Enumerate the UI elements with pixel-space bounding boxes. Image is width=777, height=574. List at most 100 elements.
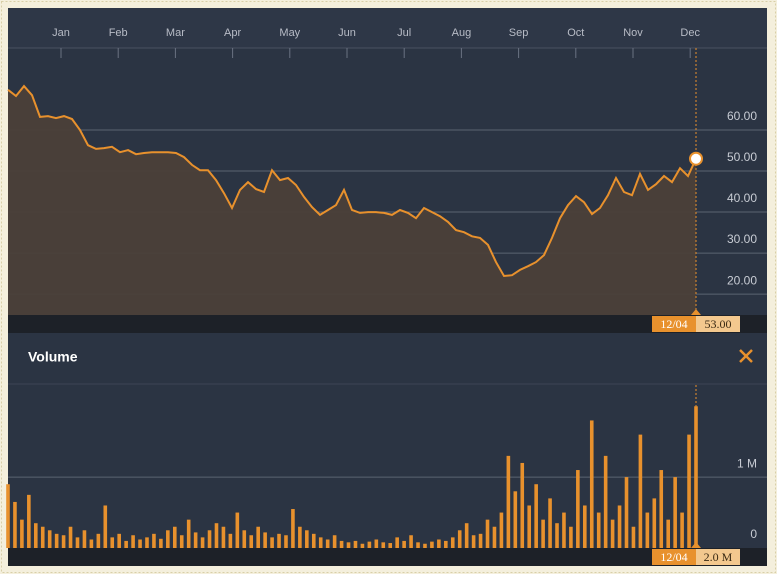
volume-bar [228,533,233,548]
volume-bar [409,535,413,548]
y-tick-label: 1 M [737,456,757,470]
volume-bar [381,542,386,548]
volume-bar [541,519,545,548]
y-tick-label: 60.00 [727,109,757,123]
volume-bar [179,535,184,548]
volume-bar [569,526,573,548]
volume-bar [200,537,205,548]
volume-bar [624,477,629,548]
volume-bar [20,519,24,548]
value-box [696,549,740,565]
volume-bar [402,540,406,548]
volume-bar [214,523,219,548]
volume-bar [450,537,455,548]
date-box [652,316,696,332]
volume-bar [54,533,59,548]
volume-bar [423,543,427,548]
volume-bar [437,539,441,548]
month-header [8,8,767,48]
volume-bar [152,533,156,548]
x-tick-label: Oct [567,27,584,39]
last-value: 53.00 [705,317,732,331]
volume-bar [193,532,198,548]
volume-bar [631,526,636,548]
volume-bar [576,470,580,548]
last-date: 12/04 [660,550,687,564]
volume-bar [346,542,351,548]
volume-bar [40,526,45,548]
volume-bar [131,535,135,548]
volume-bar [527,505,532,548]
price-line [7,84,697,278]
volume-bar [242,530,247,548]
volume-bar [89,539,94,548]
volume-bar [291,509,295,548]
volume-bar [221,526,226,548]
volume-bar [652,498,657,548]
volume-bar [33,523,38,548]
volume-bar [166,530,170,548]
x-tick-label: Jan [52,27,70,39]
volume-bar [506,455,511,548]
close-icon[interactable] [739,349,753,363]
volume-bar [520,462,525,548]
value-box [696,316,740,332]
volume-bar [555,523,559,548]
x-tick-label: Jun [338,27,356,39]
x-tick-label: Feb [109,27,128,39]
y-tick-label: 50.00 [727,150,757,164]
volume-bar [617,505,622,548]
volume-bar [82,530,87,548]
volume-bar [27,494,31,548]
volume-bar [110,537,115,548]
volume-bar [138,539,142,548]
volume-bar [673,477,677,548]
volume-bar [416,542,420,548]
x-tick-label: May [279,27,300,39]
volume-bar [325,539,330,548]
volume-bar [61,535,66,548]
volume-bar [235,512,240,548]
volume-bar [513,491,518,548]
x-tick-label: Dec [680,27,700,39]
last-date: 12/04 [660,317,687,331]
volume-bar [583,505,587,548]
volume-bar [207,530,212,548]
volume-bar [464,523,469,548]
y-tick-label: 30.00 [727,232,757,246]
x-tick-label: Mar [166,27,185,39]
volume-bar [311,533,316,548]
cursor-pointer [691,309,701,315]
volume-bar [395,537,399,548]
volume-bar [298,526,302,548]
volume-bar [659,470,664,548]
volume-footer [8,548,767,566]
volume-bar [610,519,615,548]
volume-bar [124,540,128,548]
volume-bar [596,512,601,548]
volume-bar [186,519,191,548]
y-tick-label: 0 [750,527,757,541]
x-tick-label: Apr [224,27,241,39]
volume-bar [499,512,504,548]
y-tick-label: 20.00 [727,273,757,287]
volume-bar [457,530,462,548]
last-point [689,151,703,166]
volume-bar [444,540,448,548]
volume-bar [13,501,17,548]
cursor-pointer [691,542,701,548]
volume-bar [562,512,566,548]
volume-bar [249,535,254,548]
x-tick-label: Aug [452,27,472,39]
volume-bar [638,434,643,548]
x-tick-label: Jul [397,27,411,39]
volume-bar [68,526,73,548]
volume-bar [492,526,497,548]
volume-bar [374,539,379,548]
volume-bar [256,526,260,548]
volume-bar [47,530,52,548]
volume-bar [666,519,671,548]
volume-bar [318,537,323,548]
